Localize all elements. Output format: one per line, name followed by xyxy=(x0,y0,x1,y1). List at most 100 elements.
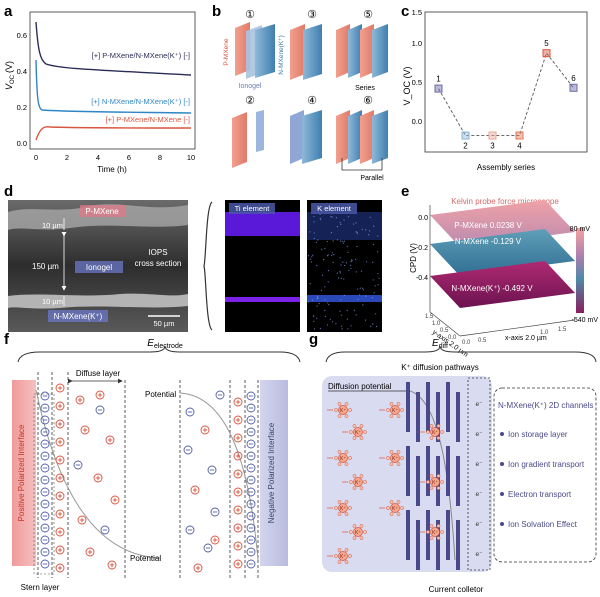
cation-icon xyxy=(233,451,243,461)
anion-icon xyxy=(40,439,50,449)
data-label-6: 6 xyxy=(571,74,576,83)
kpfm-y-axis-line xyxy=(429,311,461,337)
k-ion-icon: K⁺ xyxy=(379,402,404,418)
k-speckle-dot xyxy=(331,254,333,257)
k-speckle-dot xyxy=(340,264,342,266)
curve-p-mxene-n-mxene xyxy=(35,126,192,141)
k-speckle-dot xyxy=(336,239,339,241)
k-speckle-dot xyxy=(327,270,330,272)
legend-p-mxene-n-mxene-k: [+] P-MXene/N-MXene(K⁺) [-] xyxy=(92,51,190,60)
k-speckle-dot xyxy=(332,240,334,242)
dim-mid-label: 150 µm xyxy=(32,262,59,271)
anion-icon xyxy=(246,439,256,449)
k-speckle-dot xyxy=(348,269,350,272)
k-speckle-dot xyxy=(324,299,326,301)
k-ion-icon: K⁺ xyxy=(379,500,404,516)
cation-icon xyxy=(210,535,220,545)
electron-5: e⁻ xyxy=(475,521,483,528)
k-speckle-dot xyxy=(316,317,318,319)
channel-bar xyxy=(426,510,430,560)
k-speckle-dot xyxy=(330,215,332,218)
k-ion-icon: K⁺ xyxy=(342,524,367,540)
k-speckle-dot xyxy=(340,314,342,316)
cation-icon xyxy=(55,473,65,483)
anion-icon xyxy=(246,451,256,461)
slab-4b xyxy=(302,110,322,164)
panel-letter-b: b xyxy=(212,3,221,20)
anion-icon xyxy=(207,465,217,475)
slab-5d xyxy=(372,24,388,78)
anion-icon xyxy=(95,405,105,415)
k-ion-icon: K⁺ xyxy=(327,500,352,516)
kpfm-ytick-1: 1.5 xyxy=(425,314,434,320)
g-legend-title: N-MXene(K⁺) 2D channels xyxy=(498,401,593,410)
anion-icon xyxy=(183,445,193,455)
k-speckle-dot xyxy=(339,257,341,259)
k-speckle-dot xyxy=(360,270,363,272)
svg-text:K⁺: K⁺ xyxy=(355,530,361,536)
kpfm-colorbar xyxy=(576,228,584,313)
k-title-bg xyxy=(311,203,357,214)
k-speckle-dot xyxy=(339,222,341,224)
data-label-4: 4 xyxy=(517,142,522,151)
anion-icon xyxy=(246,511,256,521)
channel-bar xyxy=(426,382,430,432)
anion-icon xyxy=(210,507,220,517)
svg-text:K⁺: K⁺ xyxy=(432,480,438,486)
k-speckle-dot xyxy=(336,226,339,228)
k-speckle-dot xyxy=(377,251,379,253)
anion-icon xyxy=(40,487,50,497)
cbar-top-label: 80 mV xyxy=(570,226,591,233)
k-speckle-dot xyxy=(364,319,367,321)
data-point-4 xyxy=(515,131,524,140)
channel-bar xyxy=(406,382,410,432)
k-speckle-dot xyxy=(313,320,315,323)
label-parallel: Parallel xyxy=(360,175,384,182)
g-item-1: Ion storage layer xyxy=(508,430,568,439)
cation-icon xyxy=(55,545,65,555)
k-speckle-dot xyxy=(313,215,315,218)
potential-curve-left xyxy=(35,389,161,559)
kpfm-ztick-0: 0.0 xyxy=(418,215,428,222)
kpfm-xtick-1: 0.0 xyxy=(462,340,471,346)
k-speckle-dot xyxy=(359,294,361,296)
channel-bar xyxy=(416,520,420,570)
anion-icon xyxy=(40,391,50,401)
k-speckle-dot xyxy=(340,277,342,279)
cation-icon xyxy=(55,509,65,519)
k-speckle-dot xyxy=(321,248,323,250)
label-ionogel-b: Ionogel xyxy=(239,83,262,90)
k-speckle-dot xyxy=(356,232,359,235)
k-speckle-dot xyxy=(377,273,379,275)
kpfm-xtick-3: 1.0 xyxy=(540,330,549,336)
ti-title: Ti element xyxy=(235,204,271,213)
k-speckle-dot xyxy=(313,315,315,317)
negative-interface-bar xyxy=(260,380,288,566)
anion-icon xyxy=(40,463,50,473)
cation-icon xyxy=(55,527,65,537)
plot-a-xtick-5: 10 xyxy=(187,153,195,162)
k-speckle-dot xyxy=(377,235,379,237)
k-speckle-dot xyxy=(309,258,312,260)
plot-a-xtick-0: 0 xyxy=(34,153,38,162)
slab-2b xyxy=(256,110,264,152)
k-speckle-dot xyxy=(340,299,342,301)
anion-icon xyxy=(246,499,256,509)
cation-icon xyxy=(200,425,210,435)
potential-label-top: Potential xyxy=(145,390,176,399)
anion-icon xyxy=(246,475,256,485)
k-speckle-dot xyxy=(332,321,334,323)
cell-number-2: ② xyxy=(245,95,255,107)
panel-letter-d: d xyxy=(4,183,13,200)
k-speckle-dot xyxy=(318,303,320,305)
plot-c-xlabel: Assembly series xyxy=(477,163,535,172)
label-bg-ionogel xyxy=(75,261,123,273)
anion-icon xyxy=(100,525,110,535)
cell-number-3: ③ xyxy=(307,9,317,21)
kpfm-title: Kelvin probe force microscope xyxy=(451,197,559,206)
k-speckle-dot xyxy=(315,241,318,243)
plot-a-ytick-2: 0.4 xyxy=(17,67,27,76)
k-speckle-dot xyxy=(324,247,326,249)
kpfm-ytick-3: 0.5 xyxy=(440,328,449,334)
k-ion-icon: K⁺ xyxy=(342,474,367,490)
